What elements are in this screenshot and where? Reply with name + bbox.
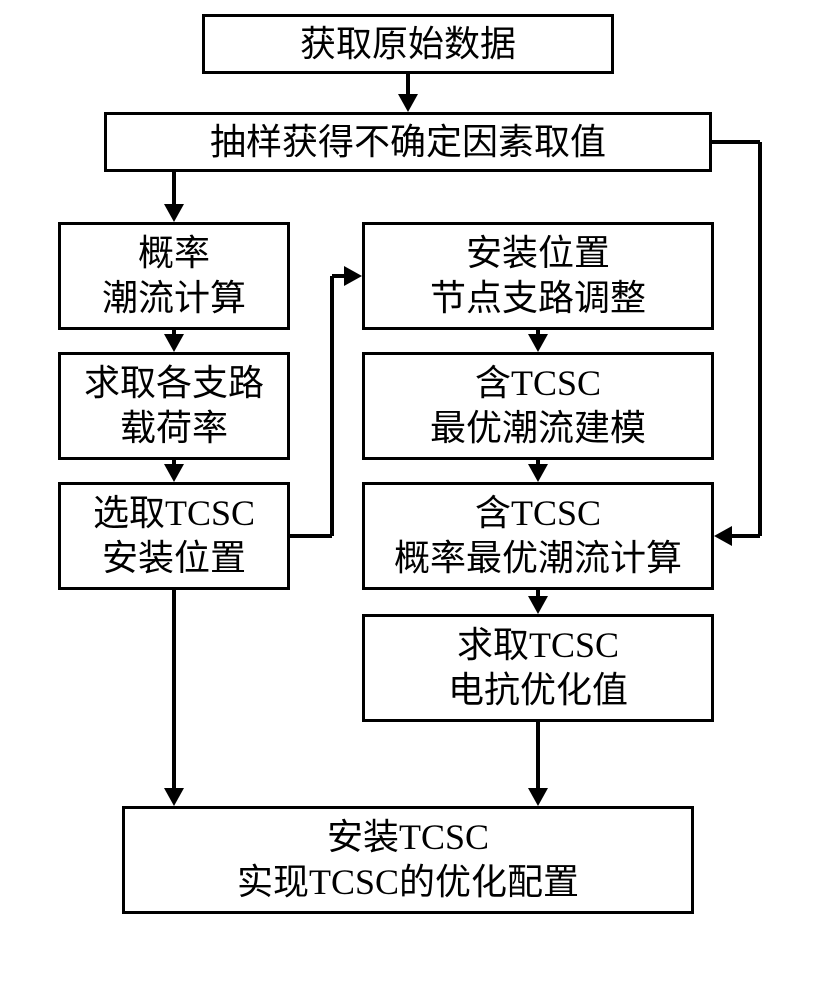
flow-node-label: 安装TCSC 实现TCSC的优化配置	[237, 815, 579, 905]
arrow-segment	[536, 722, 540, 790]
flow-node-label: 求取各支路 载荷率	[84, 361, 264, 451]
arrow-segment	[758, 142, 762, 536]
flow-node-n3: 概率 潮流计算	[58, 222, 290, 330]
flow-node-label: 获取原始数据	[300, 22, 516, 67]
flow-node-n1: 获取原始数据	[202, 14, 614, 74]
arrow-segment	[172, 590, 176, 790]
arrow-head-icon	[398, 94, 418, 112]
flow-node-n5: 选取TCSC 安装位置	[58, 482, 290, 590]
arrow-head-icon	[164, 204, 184, 222]
arrow-segment	[172, 172, 176, 206]
arrow-segment	[406, 74, 410, 96]
flow-node-n8: 含TCSC 概率最优潮流计算	[362, 482, 714, 590]
arrow-head-icon	[164, 788, 184, 806]
flowchart-canvas: 获取原始数据抽样获得不确定因素取值概率 潮流计算求取各支路 载荷率选取TCSC …	[0, 0, 818, 1000]
flow-node-n2: 抽样获得不确定因素取值	[104, 112, 712, 172]
flow-node-label: 含TCSC 最优潮流建模	[430, 361, 646, 451]
flow-node-n10: 安装TCSC 实现TCSC的优化配置	[122, 806, 694, 914]
arrow-head-icon	[714, 526, 732, 546]
arrow-segment	[330, 276, 334, 536]
arrow-head-icon	[528, 788, 548, 806]
flow-node-n7: 含TCSC 最优潮流建模	[362, 352, 714, 460]
flow-node-n9: 求取TCSC 电抗优化值	[362, 614, 714, 722]
arrow-head-icon	[344, 266, 362, 286]
arrow-head-icon	[528, 464, 548, 482]
arrow-head-icon	[528, 334, 548, 352]
arrow-head-icon	[164, 334, 184, 352]
flow-node-label: 概率 潮流计算	[102, 231, 246, 321]
flow-node-label: 含TCSC 概率最优潮流计算	[394, 491, 682, 581]
arrow-segment	[290, 534, 332, 538]
arrow-head-icon	[528, 596, 548, 614]
flow-node-label: 安装位置 节点支路调整	[430, 231, 646, 321]
arrow-head-icon	[164, 464, 184, 482]
flow-node-label: 抽样获得不确定因素取值	[210, 120, 606, 165]
arrow-segment	[730, 534, 760, 538]
flow-node-label: 求取TCSC 电抗优化值	[448, 623, 628, 713]
flow-node-n4: 求取各支路 载荷率	[58, 352, 290, 460]
flow-node-n6: 安装位置 节点支路调整	[362, 222, 714, 330]
flow-node-label: 选取TCSC 安装位置	[93, 491, 255, 581]
arrow-segment	[712, 140, 760, 144]
